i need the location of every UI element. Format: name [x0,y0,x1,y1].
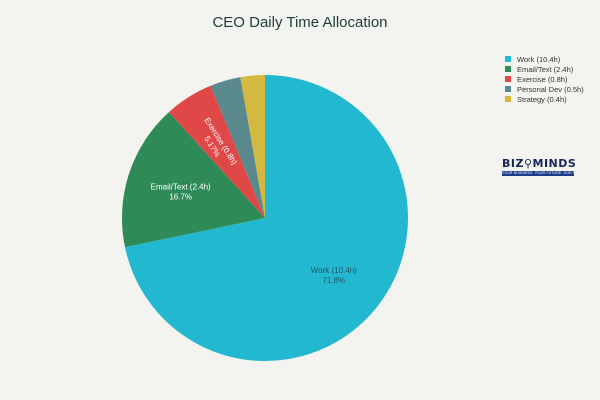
slice-label-1: Email/Text (2.4h) 16.7% [151,183,211,202]
brand-tagline: YOUR BUSINESS. YOUR FUTURE. OUR PRIORITY… [502,171,574,176]
legend-swatch-2 [505,76,511,82]
legend: Work (10.4h) Email/Text (2.4h) Exercise (0… [505,54,584,104]
legend-label-1: Email/Text (2.4h) [517,64,574,74]
pie-slice-1 [121,112,265,248]
brand-logo: BIZ⚲MINDS YOUR BUSINESS. YOUR FUTURE. OU… [502,157,577,176]
legend-swatch-0 [505,56,511,62]
legend-label-3: Personal Dev (0.5h) [517,84,584,94]
brand-name: BIZ⚲MINDS [502,157,577,170]
pie-slice-2 [168,85,265,218]
legend-label-2: Exercise (0.8h) [517,74,568,84]
chart-title: CEO Daily Time Allocation [212,14,388,31]
legend-swatch-3 [505,86,511,92]
legend-swatch-4 [505,96,511,102]
legend-label-4: Strategy (0.4h) [517,94,567,104]
legend-item-1: Email/Text (2.4h) [505,64,584,74]
legend-item-4: Strategy (0.4h) [505,94,584,104]
slice-label-0: Work (10.4h) 71.8% [311,266,357,285]
pie-slice-4 [240,75,265,218]
legend-swatch-1 [505,66,511,72]
legend-item-2: Exercise (0.8h) [505,74,584,84]
pie-slice-0 [125,75,409,361]
legend-label-0: Work (10.4h) [517,54,561,64]
legend-item-0: Work (10.4h) [505,54,584,64]
legend-item-3: Personal Dev (0.5h) [505,84,584,94]
pie-slice-3 [210,77,265,219]
